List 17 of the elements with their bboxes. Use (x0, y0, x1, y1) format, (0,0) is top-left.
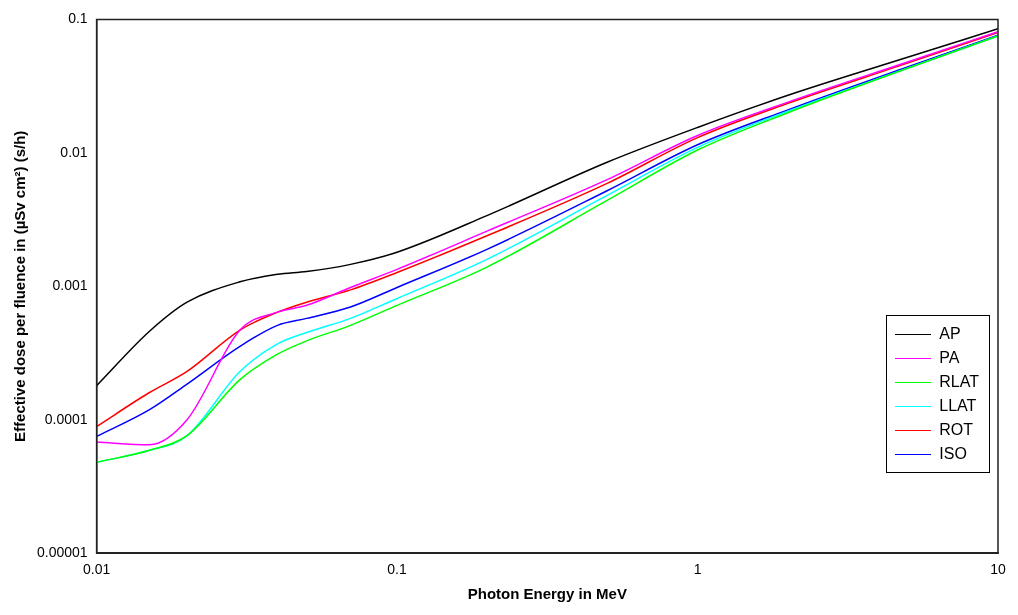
legend-label: PA (939, 349, 960, 367)
y-tick-label: 0.00001 (37, 544, 88, 561)
x-tick-label: 1 (693, 561, 702, 578)
y-tick-label: 0.001 (52, 277, 88, 294)
legend-label: ROT (939, 421, 974, 439)
legend-label: LLAT (939, 397, 977, 415)
y-axis-title: Effective dose per fluence in (µSv cm²) (s/h) (11, 130, 29, 442)
x-tick-label: 0.01 (82, 561, 111, 578)
y-tick-label: 0.1 (68, 10, 88, 27)
x-axis-title: Photon Energy in MeV (467, 585, 627, 603)
legend-label: AP (939, 325, 961, 343)
x-tick-label: 0.1 (387, 561, 408, 578)
legend-label: ISO (939, 445, 967, 463)
legend-label: RLAT (939, 373, 979, 391)
y-tick-label: 0.01 (60, 143, 88, 160)
x-tick-label: 10 (990, 561, 1006, 578)
y-tick-label: 0.0001 (44, 410, 88, 427)
